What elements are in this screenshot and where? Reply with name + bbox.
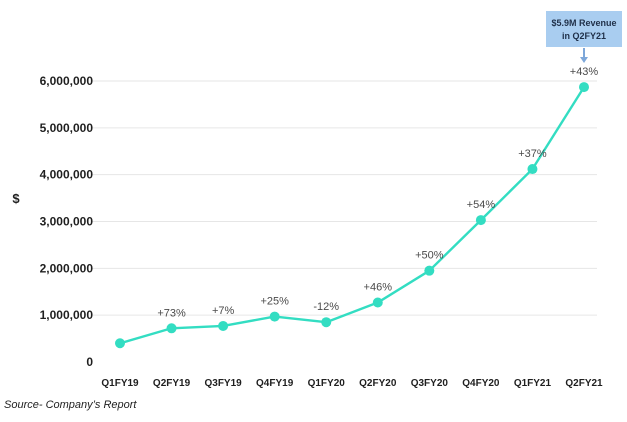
growth-label: +54%	[467, 199, 496, 211]
growth-label: +25%	[260, 296, 289, 308]
growth-label: +50%	[415, 250, 444, 262]
gridlines	[92, 80, 597, 316]
data-point	[115, 338, 125, 349]
y-tick-label: 2,000,000	[40, 261, 94, 275]
growth-label: +46%	[364, 282, 393, 294]
y-axis-label: $	[12, 191, 20, 206]
growth-label: +37%	[518, 148, 547, 160]
callout-box	[546, 11, 622, 47]
callout-line-1: $5.9M Revenue	[551, 18, 616, 28]
growth-label: +7%	[212, 305, 235, 317]
data-point	[475, 215, 486, 226]
y-tick-label: 1,000,000	[40, 308, 94, 322]
revenue-callout: $5.9M Revenue in Q2FY21	[546, 11, 622, 63]
data-point	[269, 311, 280, 322]
growth-label: +73%	[157, 307, 186, 319]
data-point	[166, 323, 177, 334]
x-tick-label: Q2FY19	[153, 378, 191, 389]
y-tick-label: 4,000,000	[40, 168, 94, 182]
y-axis: 0 1,000,000 2,000,000 3,000,000 4,000,000 5,0…	[40, 74, 94, 369]
x-tick-label: Q4FY19	[256, 378, 294, 389]
series-revenue	[115, 82, 589, 349]
y-tick-label: 5,000,000	[40, 121, 94, 135]
callout-line-2: in Q2FY21	[562, 31, 606, 41]
x-tick-label: Q4FY20	[462, 378, 500, 389]
data-point	[218, 320, 229, 331]
data-point	[372, 297, 383, 308]
x-tick-label: Q3FY19	[204, 378, 242, 389]
x-tick-label: Q1FY20	[308, 378, 346, 389]
x-tick-label: Q2FY20	[359, 378, 397, 389]
data-point	[527, 164, 538, 175]
x-tick-label: Q3FY20	[411, 378, 449, 389]
x-tick-label: Q1FY21	[514, 378, 552, 389]
y-tick-label: 0	[86, 355, 93, 369]
callout-arrow-head	[580, 57, 588, 63]
growth-label: -12%	[313, 301, 339, 313]
source-note: Source- Company’s Report	[4, 399, 137, 411]
data-point	[579, 82, 589, 93]
growth-annotations: +73% +7% +25% -12% +46% +50% +54% +37% +43%	[157, 66, 598, 319]
x-tick-label: Q2FY21	[565, 378, 603, 389]
y-tick-label: 3,000,000	[40, 215, 94, 229]
data-point	[424, 265, 435, 276]
x-tick-label: Q1FY19	[101, 378, 139, 389]
data-point	[321, 317, 332, 328]
series-line	[118, 85, 586, 345]
growth-label: +43%	[570, 66, 599, 78]
x-axis: Q1FY19 Q2FY19 Q3FY19 Q4FY19 Q1FY20 Q2FY20 Q3FY…	[101, 378, 603, 389]
y-tick-label: 6,000,000	[40, 74, 94, 88]
